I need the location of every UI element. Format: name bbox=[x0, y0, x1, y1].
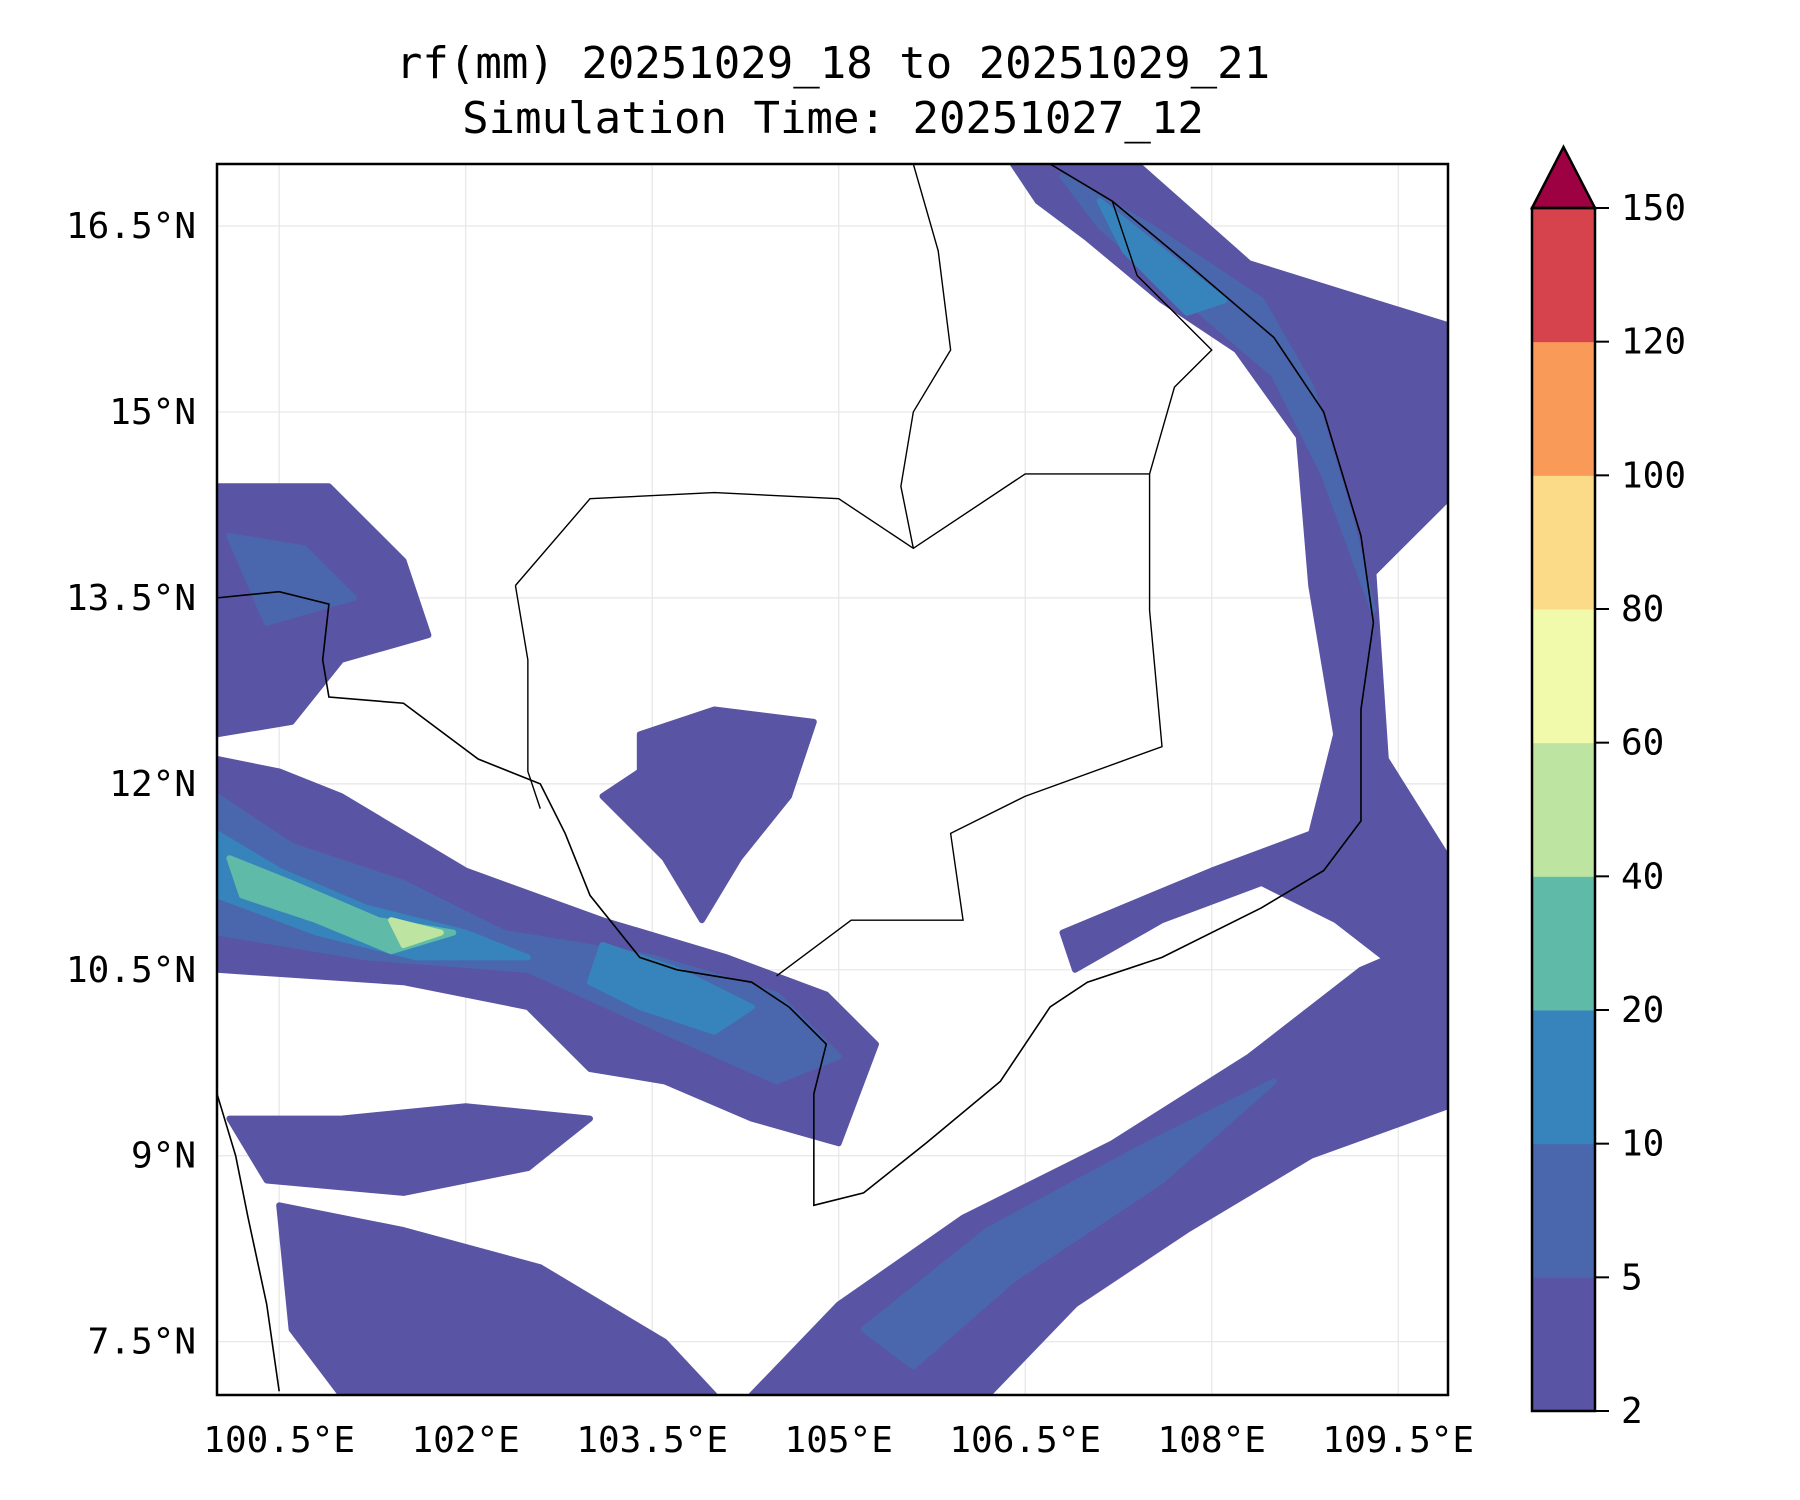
country-border bbox=[900, 164, 952, 549]
colorbar-tick-label: 120 bbox=[1621, 322, 1686, 363]
colorbar-segment-2 bbox=[1532, 1277, 1595, 1412]
x-tick-label: 100.5°E bbox=[203, 1420, 355, 1461]
colorbar-segment-5 bbox=[1532, 1143, 1595, 1278]
x-tick-label: 102°E bbox=[411, 1420, 519, 1461]
y-tick-label: 16.5°N bbox=[66, 206, 196, 247]
rainfall-contour-10mm bbox=[1096, 198, 1228, 316]
country-border bbox=[1111, 200, 1213, 475]
chart-title: rf(mm) 20251029_18 to 20251029_21 bbox=[396, 38, 1270, 89]
colorbar-tick-label: 10 bbox=[1621, 1124, 1664, 1165]
rainfall-contour-5mm bbox=[860, 1078, 1277, 1370]
country-border bbox=[514, 473, 1163, 977]
y-tick-label: 12°N bbox=[109, 764, 196, 805]
colorbar-tick-label: 2 bbox=[1621, 1391, 1643, 1432]
x-tick-label: 106.5°E bbox=[949, 1420, 1101, 1461]
x-tick-label: 103.5°E bbox=[576, 1420, 728, 1461]
colorbar-segment-60 bbox=[1532, 609, 1595, 744]
colorbar-tick-label: 100 bbox=[1621, 455, 1686, 496]
rainfall-contour-2mm bbox=[217, 483, 432, 738]
rainfall-contour-2mm bbox=[599, 706, 817, 924]
rainfall-contours bbox=[217, 164, 1448, 1395]
colorbar-tick-label: 5 bbox=[1621, 1257, 1643, 1298]
y-axis: 16.5°N 15°N 13.5°N 12°N 10.5°N 9°N 7.5°N bbox=[66, 206, 196, 1363]
rainfall-contour-40mm bbox=[388, 917, 444, 948]
colorbar-segment-80 bbox=[1532, 475, 1595, 610]
colorbar-segment-20 bbox=[1532, 876, 1595, 1011]
coastline bbox=[217, 1093, 280, 1392]
colorbar-segment-120 bbox=[1532, 208, 1595, 343]
chart-subtitle: Simulation Time: 20251027_12 bbox=[462, 93, 1204, 144]
country-border bbox=[514, 585, 541, 809]
y-tick-label: 7.5°N bbox=[88, 1322, 196, 1363]
colorbar-tick-label: 20 bbox=[1621, 990, 1664, 1031]
colorbar-frame bbox=[1530, 206, 1597, 1413]
map-frame bbox=[215, 162, 1450, 1397]
coastlines-and-borders bbox=[217, 164, 1375, 1392]
coastline bbox=[217, 164, 1375, 1207]
x-axis: 100.5°E 102°E 103.5°E 105°E 106.5°E 108°E 109.… bbox=[203, 1420, 1474, 1461]
y-tick-label: 9°N bbox=[131, 1136, 196, 1177]
x-tick-label: 105°E bbox=[785, 1420, 893, 1461]
colorbar-tick-label: 60 bbox=[1621, 723, 1664, 764]
y-tick-label: 13.5°N bbox=[66, 578, 196, 619]
colorbar-tick-label: 150 bbox=[1621, 188, 1686, 229]
colorbar-segment-40 bbox=[1532, 742, 1595, 877]
colorbar-segment-10 bbox=[1532, 1010, 1595, 1145]
rainfall-contour-2mm bbox=[1009, 164, 1448, 1010]
colorbar-tick-label: 80 bbox=[1621, 589, 1664, 630]
rainfall-contour-2mm bbox=[226, 1103, 593, 1196]
colorbar-segment-100 bbox=[1532, 341, 1595, 476]
x-tick-label: 109.5°E bbox=[1322, 1420, 1474, 1461]
rainfall-contour-2mm bbox=[748, 929, 1448, 1395]
y-tick-label: 15°N bbox=[109, 392, 196, 433]
colorbar-extend-arrow bbox=[1529, 144, 1598, 210]
y-tick-label: 10.5°N bbox=[66, 950, 196, 991]
rainfall-contour-2mm bbox=[276, 1202, 718, 1395]
x-tick-label: 108°E bbox=[1158, 1420, 1266, 1461]
colorbar-tick-label: 40 bbox=[1621, 856, 1664, 897]
colorbar: 2 5 10 20 40 60 80 100 120 150 bbox=[1529, 144, 1686, 1432]
